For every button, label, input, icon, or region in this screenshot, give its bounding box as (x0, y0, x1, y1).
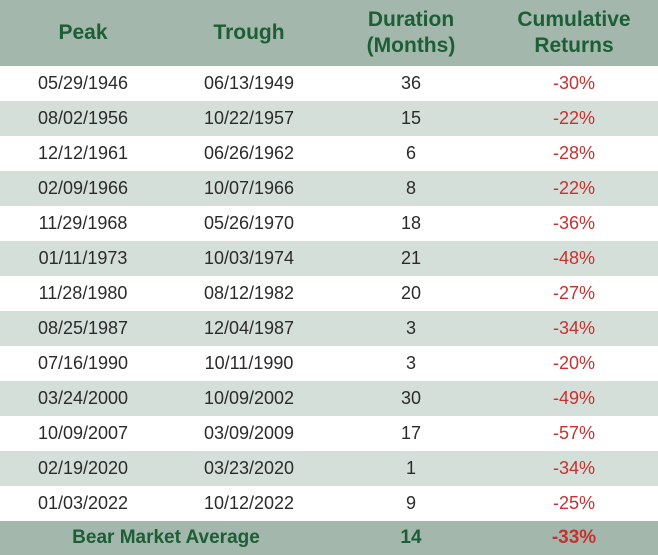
peak-cell: 08/25/1987 (37, 318, 129, 338)
duration-cell: 8 (405, 178, 416, 198)
trough-cell: 05/26/1970 (203, 213, 295, 233)
trough-cell: 08/12/1982 (203, 283, 295, 303)
header-row: Peak Trough Duration (Months) Cumulative… (0, 0, 658, 66)
duration-cell: 21 (400, 248, 422, 268)
average-returns: -33% (551, 527, 597, 548)
header-duration: Duration (Months) (332, 0, 490, 66)
duration-cell: 3 (405, 318, 416, 338)
header-returns-line2: Returns (534, 34, 614, 57)
peak-cell: 02/09/1966 (37, 178, 129, 198)
table-row: 02/09/1966 10/07/1966 8 -22% (0, 171, 658, 206)
header-duration-line2: (Months) (366, 34, 456, 57)
table-footer: Bear Market Average 14 -33% (0, 521, 658, 555)
table-row: 08/02/1956 10/22/1957 15 -22% (0, 101, 658, 136)
table-row: 12/12/1961 06/26/1962 6 -28% (0, 136, 658, 171)
table-row: 01/03/2022 10/12/2022 9 -25% (0, 486, 658, 521)
table-body: 05/29/1946 06/13/1949 36 -30% 08/02/1956 10/2… (0, 66, 658, 521)
peak-cell: 10/09/2007 (37, 423, 129, 443)
peak-cell: 03/24/2000 (37, 388, 129, 408)
trough-cell: 06/26/1962 (203, 143, 295, 163)
average-label: Bear Market Average (72, 527, 260, 548)
returns-cell: -48% (552, 248, 596, 268)
returns-cell: -36% (552, 213, 596, 233)
duration-cell: 1 (405, 458, 416, 478)
table-row: 05/29/1946 06/13/1949 36 -30% (0, 66, 658, 101)
returns-cell: -30% (552, 73, 596, 93)
header-duration-line1: Duration (367, 8, 455, 31)
table-row: 11/29/1968 05/26/1970 18 -36% (0, 206, 658, 241)
returns-cell: -25% (552, 493, 596, 513)
table-row: 08/25/1987 12/04/1987 3 -34% (0, 311, 658, 346)
header-trough: Trough (213, 21, 285, 44)
peak-cell: 01/11/1973 (38, 248, 128, 268)
returns-cell: -34% (552, 318, 596, 338)
peak-cell: 07/16/1990 (37, 353, 129, 373)
header-peak: Peak (58, 21, 108, 44)
duration-cell: 18 (400, 213, 422, 233)
returns-cell: -28% (552, 143, 596, 163)
table-row: 03/24/2000 10/09/2002 30 -49% (0, 381, 658, 416)
duration-cell: 20 (400, 283, 422, 303)
table-row: 10/09/2007 03/09/2009 17 -57% (0, 416, 658, 451)
returns-cell: -34% (552, 458, 596, 478)
average-row: Bear Market Average 14 -33% (0, 521, 658, 555)
peak-cell: 12/12/1961 (37, 143, 129, 163)
average-duration: 14 (400, 527, 422, 548)
trough-cell: 12/04/1987 (203, 318, 295, 338)
trough-cell: 10/22/1957 (203, 108, 295, 128)
table-row: 01/11/1973 10/03/1974 21 -48% (0, 241, 658, 276)
table-row: 11/28/1980 08/12/1982 20 -27% (0, 276, 658, 311)
peak-cell: 08/02/1956 (37, 108, 129, 128)
peak-cell: 05/29/1946 (37, 73, 129, 93)
peak-cell: 01/03/2022 (37, 493, 129, 513)
returns-cell: -49% (552, 388, 596, 408)
peak-cell: 11/28/1980 (38, 283, 128, 303)
header-returns: Cumulative Returns (490, 0, 658, 66)
trough-cell: 03/23/2020 (203, 458, 295, 478)
trough-cell: 10/03/1974 (203, 248, 295, 268)
duration-cell: 36 (400, 73, 422, 93)
duration-cell: 15 (400, 108, 422, 128)
peak-cell: 11/29/1968 (38, 213, 128, 233)
returns-cell: -27% (552, 283, 596, 303)
peak-cell: 02/19/2020 (37, 458, 129, 478)
header-returns-line1: Cumulative (517, 8, 631, 31)
trough-cell: 06/13/1949 (203, 73, 295, 93)
returns-cell: -20% (552, 353, 596, 373)
trough-cell: 10/09/2002 (203, 388, 295, 408)
duration-cell: 30 (400, 388, 422, 408)
returns-cell: -22% (552, 108, 596, 128)
duration-cell: 3 (405, 353, 416, 373)
trough-cell: 03/09/2009 (203, 423, 295, 443)
table-row: 02/19/2020 03/23/2020 1 -34% (0, 451, 658, 486)
returns-cell: -57% (552, 423, 596, 443)
duration-cell: 9 (405, 493, 416, 513)
trough-cell: 10/07/1966 (203, 178, 295, 198)
duration-cell: 6 (405, 143, 416, 163)
trough-cell: 10/12/2022 (203, 493, 295, 513)
duration-cell: 17 (400, 423, 422, 443)
returns-cell: -22% (552, 178, 596, 198)
table-row: 07/16/1990 10/11/1990 3 -20% (0, 346, 658, 381)
table-header: Peak Trough Duration (Months) Cumulative… (0, 0, 658, 66)
trough-cell: 10/11/1990 (204, 353, 294, 373)
